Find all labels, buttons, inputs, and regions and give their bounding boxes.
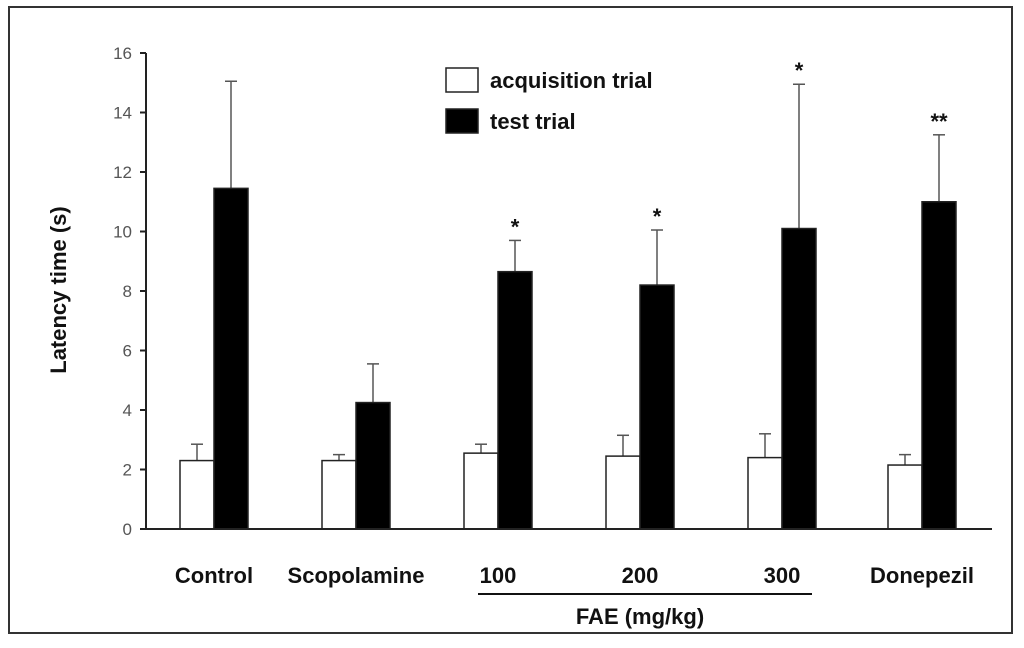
y-tick-label: 14	[113, 104, 132, 123]
legend-swatch	[445, 108, 479, 134]
y-tick-label: 6	[123, 342, 132, 361]
significance-marker: **	[930, 109, 948, 134]
group-label: FAE (mg/kg)	[576, 604, 704, 629]
bar-acquisition-trial	[887, 464, 923, 530]
bars: * ****	[179, 58, 957, 530]
category-label: 200	[622, 563, 659, 588]
category-label: Scopolamine	[288, 563, 425, 588]
y-tick-label: 8	[123, 282, 132, 301]
y-tick-label: 10	[113, 223, 132, 242]
legend: acquisition trial test trial	[445, 67, 653, 134]
category-label: Donepezil	[870, 563, 974, 588]
legend-swatch	[445, 67, 479, 93]
category-label: 100	[480, 563, 517, 588]
bar-test-trial	[355, 401, 391, 530]
significance-marker: *	[653, 204, 662, 229]
bar-test-trial	[497, 270, 533, 530]
y-axis: 0 2 4 6 8 10 12 14 16	[113, 44, 147, 539]
bar-acquisition-trial	[463, 452, 499, 530]
y-tick-label: 4	[123, 401, 132, 420]
y-tick-label: 16	[113, 44, 132, 63]
bar-test-trial	[213, 187, 249, 530]
bar-test-trial	[921, 201, 957, 530]
bar-acquisition-trial	[605, 455, 641, 530]
bar-acquisition-trial	[179, 459, 215, 530]
category-labels: Control Scopolamine 100 200 300 Donepezil	[175, 563, 974, 588]
significance-marker: *	[511, 214, 520, 239]
bar-acquisition-trial	[747, 456, 783, 530]
bar-test-trial	[781, 227, 817, 530]
bar-test-trial	[639, 284, 675, 530]
y-tick-label: 2	[123, 461, 132, 480]
significance-marker: *	[795, 58, 804, 83]
bar-acquisition-trial	[321, 459, 357, 530]
category-label: 300	[764, 563, 801, 588]
y-tick-label: 0	[123, 520, 132, 539]
category-label: Control	[175, 563, 253, 588]
y-axis-title: Latency time (s)	[46, 206, 71, 374]
legend-label: acquisition trial	[490, 68, 653, 93]
legend-label: test trial	[490, 109, 576, 134]
y-tick-label: 12	[113, 163, 132, 182]
